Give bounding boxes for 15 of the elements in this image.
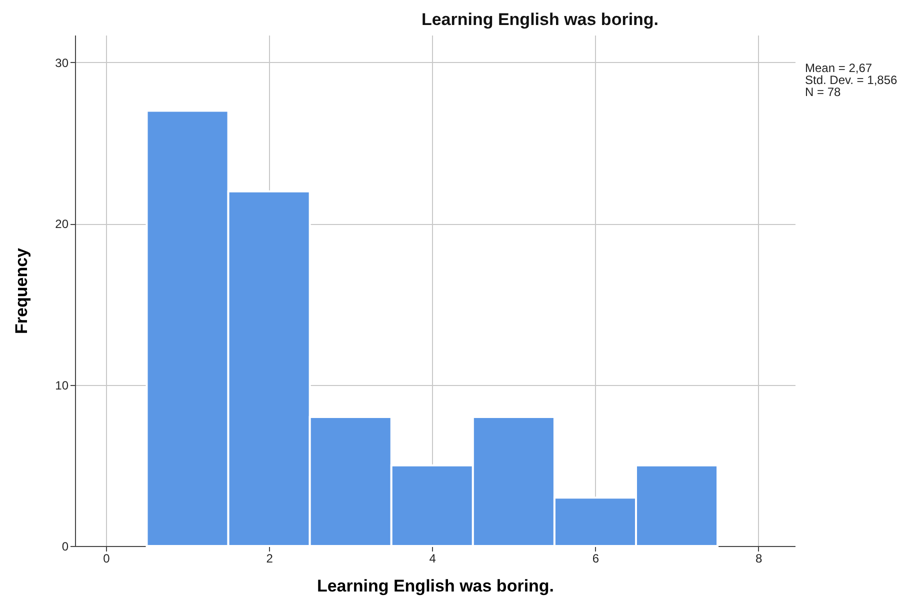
y-tick-label: 10 xyxy=(55,378,69,392)
x-axis-title: Learning English was boring. xyxy=(316,576,554,596)
text: Std. Dev. = 1,856 xyxy=(805,73,898,87)
x-tick-label: 2 xyxy=(266,552,274,566)
y-axis-title: Frequency xyxy=(12,247,32,334)
y-tick-label: 0 xyxy=(62,540,69,554)
y-tick-label: 30 xyxy=(55,56,69,70)
x-tick-label: 8 xyxy=(755,552,762,566)
x-tick-label: 6 xyxy=(592,552,600,566)
text: Mean = 2,67 xyxy=(805,61,872,75)
text: N = 78 xyxy=(805,85,842,99)
x-tick-label: 4 xyxy=(429,552,436,566)
y-tick-label: 20 xyxy=(55,217,69,232)
x-tick-label: 0 xyxy=(103,552,110,566)
chart-title: Learning English was boring. xyxy=(421,10,659,29)
